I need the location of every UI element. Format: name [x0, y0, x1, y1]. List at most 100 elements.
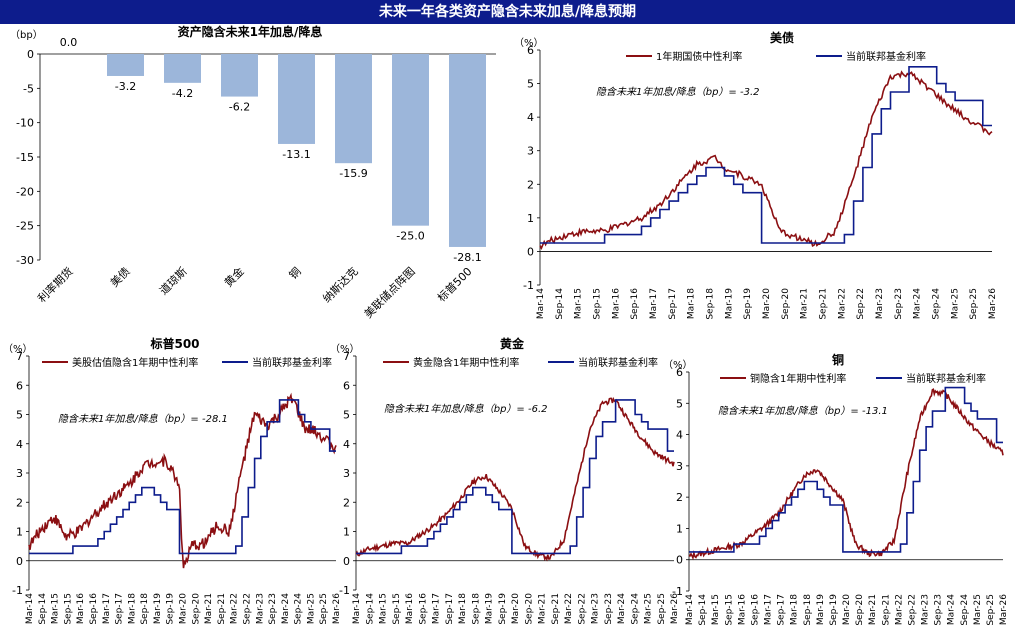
x-tick-label: Sep-23	[934, 594, 944, 626]
x-tick-label: Sep-25	[969, 288, 979, 320]
bar	[392, 54, 429, 226]
x-tick-label: Mar-16	[76, 593, 86, 624]
x-tick-label: Sep-17	[668, 288, 678, 320]
y-tick-label: 6	[343, 379, 350, 392]
bar	[107, 54, 144, 76]
legend-label: 当前联邦基金利率	[846, 50, 926, 63]
x-tick-label: Mar-22	[564, 593, 574, 624]
fed-funds-line	[29, 399, 336, 555]
bar	[278, 54, 315, 144]
x-tick-label: Sep-19	[166, 593, 176, 625]
y-tick-label: 6	[527, 44, 534, 57]
chart-unit: （%）	[663, 359, 693, 371]
y-tick-label: 3	[676, 460, 683, 473]
x-tick-label: Mar-20	[842, 594, 852, 625]
category-label: 道琼斯	[156, 264, 189, 297]
y-tick-label: 2	[16, 496, 23, 509]
y-tick-label: 6	[16, 379, 23, 392]
x-tick-label: Sep-24	[932, 288, 942, 320]
x-tick-label: Mar-24	[913, 288, 923, 319]
y-tick-label: 5	[343, 409, 350, 422]
x-tick-label: Mar-24	[947, 594, 957, 625]
y-tick-label: 4	[16, 438, 23, 451]
y-tick-label: 4	[343, 438, 350, 451]
x-tick-label: Sep-14	[38, 593, 48, 625]
category-label: 美债	[107, 264, 132, 289]
x-tick-label: Mar-24	[617, 593, 627, 624]
y-tick-label: 5	[676, 397, 683, 410]
chart-unit: （%）	[330, 343, 360, 355]
bar-value-label: -4.2	[172, 87, 193, 100]
x-tick-label: Sep-15	[593, 288, 603, 320]
y-tick-label: 1	[16, 526, 23, 539]
chart-title: 美债	[770, 30, 794, 45]
category-label: 铜	[286, 264, 304, 282]
x-tick-label: Sep-21	[551, 593, 561, 625]
x-tick-label: Sep-15	[63, 593, 73, 625]
x-tick-label: Sep-22	[856, 288, 866, 320]
x-tick-label: Mar-21	[538, 593, 548, 624]
x-tick-label: Mar-14	[25, 593, 35, 624]
y-tick-label: -25	[16, 220, 34, 233]
x-tick-label: Mar-20	[511, 593, 521, 624]
x-tick-label: Mar-23	[255, 593, 265, 624]
x-tick-label: Mar-19	[153, 593, 163, 624]
y-tick-label: 3	[16, 467, 23, 480]
x-tick-label: Mar-16	[611, 288, 621, 319]
x-tick-label: Sep-24	[294, 593, 304, 625]
bar-chart: 资产隐含未来1年加息/降息 （bp） 0 -5 -10 -15 -20 -25 -30 0.0 利率…	[10, 24, 496, 321]
x-tick-label: Mar-17	[649, 288, 659, 319]
x-tick-label: Sep-16	[750, 594, 760, 626]
y-tick-label: -15	[16, 151, 34, 164]
y-tick-label: 3	[343, 467, 350, 480]
x-tick-label: Sep-14	[555, 288, 565, 320]
neutral-rate-line	[539, 70, 993, 251]
y-tick-label: -30	[16, 254, 34, 267]
bar	[221, 54, 258, 97]
x-tick-label: Mar-23	[921, 594, 931, 625]
category-label: 利率期货	[35, 264, 76, 305]
y-tick-label: 0	[676, 554, 683, 567]
x-tick-label: Sep-25	[657, 593, 667, 625]
y-tick-label: -5	[23, 82, 34, 95]
annotation: 隐含未来1年加息/降息（bp）= -3.2	[596, 86, 760, 98]
bar-value-label: -25.0	[396, 230, 424, 243]
y-tick-label: -1	[12, 584, 23, 597]
y-tick-label: 2	[676, 491, 683, 504]
bar	[335, 54, 372, 164]
x-tick-label: Sep-23	[268, 593, 278, 625]
y-tick-label: 1	[527, 212, 534, 225]
bar-value-label: -15.9	[339, 167, 367, 180]
bar-value-label: -3.2	[115, 80, 136, 93]
x-tick-label: Mar-25	[644, 593, 654, 624]
line-chart-ust: 美债 （%） -1 0 1 2 3 4 5 6 Mar-14 Sep-14 Mar-15 Sep-15 Ma…	[514, 30, 998, 320]
x-tick-label: Mar-24	[281, 593, 291, 624]
x-tick-label: Mar-19	[816, 594, 826, 625]
x-tick-label: Mar-17	[102, 593, 112, 624]
x-tick-label: Sep-16	[89, 593, 99, 625]
x-tick-label: Sep-14	[698, 594, 708, 626]
x-tick-label: Mar-18	[458, 593, 468, 624]
y-tick-label: -1	[339, 584, 350, 597]
y-tick-label: 3	[527, 145, 534, 158]
legend-label: 当前联邦基金利率	[578, 356, 658, 369]
x-tick-label: Mar-15	[574, 288, 584, 319]
x-tick-label: Sep-17	[115, 593, 125, 625]
y-tick-label: 5	[527, 78, 534, 91]
bar-value-label: -6.2	[229, 101, 250, 114]
y-tick-label: 1	[676, 522, 683, 535]
x-tick-label: Sep-18	[803, 594, 813, 626]
x-tick-label: Sep-17	[445, 593, 455, 625]
y-tick-label: 7	[343, 350, 350, 363]
x-tick-label: Mar-21	[800, 288, 810, 319]
y-tick-label: -1	[523, 279, 534, 292]
x-tick-label: Mar-14	[352, 593, 362, 624]
x-tick-label: Mar-15	[379, 593, 389, 624]
x-tick-label: Sep-15	[724, 594, 734, 626]
bar-value-label: 0.0	[60, 36, 78, 49]
chart-unit: （%）	[514, 37, 544, 49]
y-tick-label: -20	[16, 185, 34, 198]
charts-canvas: 资产隐含未来1年加息/降息（bp）0-5-10-15-20-25-300.0利率…	[3, 24, 1009, 626]
